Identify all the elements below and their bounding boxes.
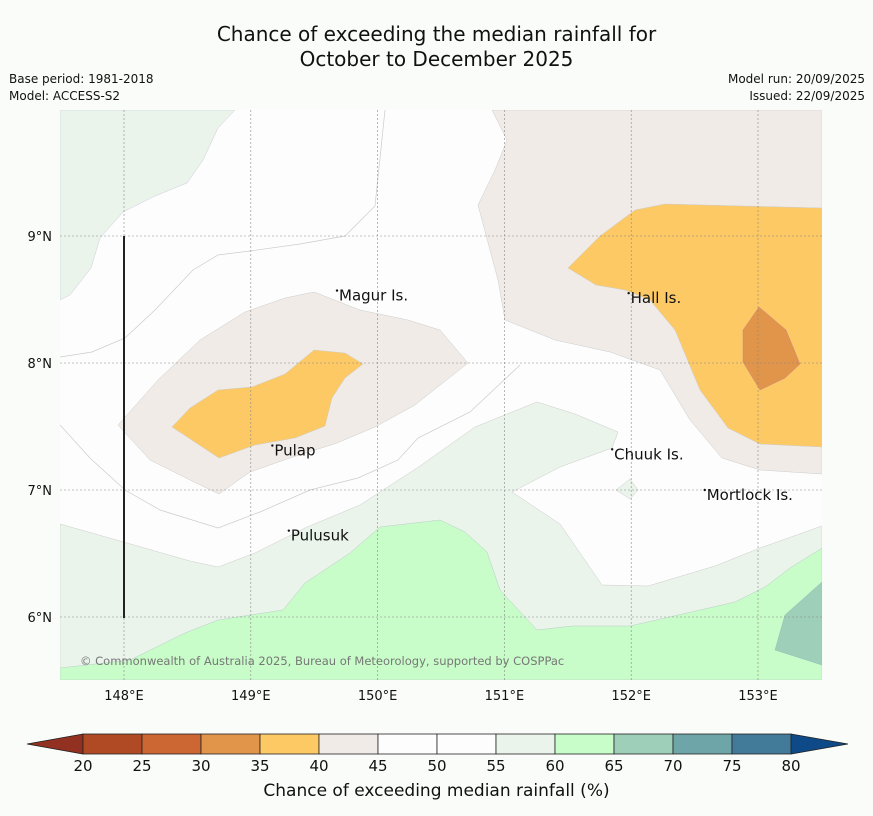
colorbar-tick-label: 30 [191, 757, 210, 775]
place-label: Mortlock Is. [707, 486, 793, 504]
colorbar-over-arrow [790, 733, 849, 755]
island-marker [610, 448, 614, 451]
colorbar-segment [731, 733, 792, 755]
island-marker [271, 444, 274, 447]
colorbar-tick-label: 75 [722, 757, 741, 775]
title-line-1: Chance of exceeding the median rainfall … [216, 22, 657, 46]
copyright-text: © Commonwealth of Australia 2025, Bureau… [80, 654, 564, 668]
colorbar-tick-label: 45 [368, 757, 387, 775]
map-area [60, 110, 822, 680]
title-line-2: October to December 2025 [299, 47, 574, 71]
colorbar-segment [613, 733, 674, 755]
contour-30-35-ne [742, 306, 801, 391]
island-marker [627, 291, 630, 295]
place-label: Chuuk Is. [614, 445, 683, 463]
island-marker [335, 289, 339, 292]
colorbar-tick-label: 20 [73, 757, 92, 775]
x-tick-label: 152°E [611, 689, 651, 704]
colorbar: 20 25 30 35 40 45 50 55 60 65 70 75 80 [26, 733, 849, 775]
colorbar-segment [377, 733, 438, 755]
colorbar-segment [495, 733, 556, 755]
colorbar-segment [141, 733, 202, 755]
colorbar-under-arrow [26, 733, 84, 755]
island-marker [703, 488, 706, 492]
x-tick-label: 149°E [231, 689, 271, 704]
colorbar-segment [672, 733, 733, 755]
colorbar-segment [259, 733, 320, 755]
colorbar-tick-label: 25 [132, 757, 151, 775]
colorbar-tick-label: 55 [486, 757, 505, 775]
colorbar-tick-label: 35 [250, 757, 269, 775]
y-tick-label: 7°N [28, 484, 53, 499]
place-label: Hall Is. [631, 289, 682, 307]
map-title: Chance of exceeding the median rainfall … [0, 22, 873, 72]
y-tick-label: 8°N [28, 357, 53, 372]
colorbar-tick-label: 65 [604, 757, 623, 775]
base-period: Base period: 1981-2018 [9, 72, 154, 86]
metadata-left: Base period: 1981-2018 Model: ACCESS-S2 [9, 71, 154, 105]
contour-line-50 [60, 110, 386, 358]
model-run-date: Model run: 20/09/2025 [727, 72, 865, 86]
x-tick-label: 151°E [485, 689, 525, 704]
contour-line-50-s [60, 364, 521, 529]
issued-date: Issued: 22/09/2025 [749, 89, 865, 103]
model-name: Model: ACCESS-S2 [9, 89, 121, 103]
colorbar-label: Chance of exceeding median rainfall (%) [263, 781, 610, 801]
contour-55-60-nw [60, 110, 236, 301]
x-tick-label: 153°E [738, 689, 778, 704]
place-label: Pulusuk [291, 527, 349, 545]
colorbar-segment [82, 733, 143, 755]
colorbar-tick-label: 40 [309, 757, 328, 775]
colorbar-tick-label: 50 [427, 757, 446, 775]
y-tick-label: 9°N [28, 230, 53, 245]
y-tick-label: 6°N [28, 611, 53, 626]
colorbar-segment [200, 733, 261, 755]
x-tick-label: 150°E [358, 689, 398, 704]
metadata-right: Model run: 20/09/2025 Issued: 22/09/2025 [728, 71, 865, 105]
colorbar-tick-label: 80 [781, 757, 800, 775]
colorbar-segment [318, 733, 379, 755]
contour-35-40-w [171, 349, 364, 459]
colorbar-tick-label: 60 [545, 757, 564, 775]
colorbar-segment [436, 733, 497, 755]
place-label: Magur Is. [339, 287, 408, 305]
colorbar-segment [554, 733, 615, 755]
colorbar-tick-label: 70 [663, 757, 682, 775]
x-tick-label: 148°E [104, 689, 144, 704]
place-label: Pulap [274, 442, 315, 460]
island-marker [287, 529, 291, 532]
contour-65-70-se [774, 581, 822, 666]
